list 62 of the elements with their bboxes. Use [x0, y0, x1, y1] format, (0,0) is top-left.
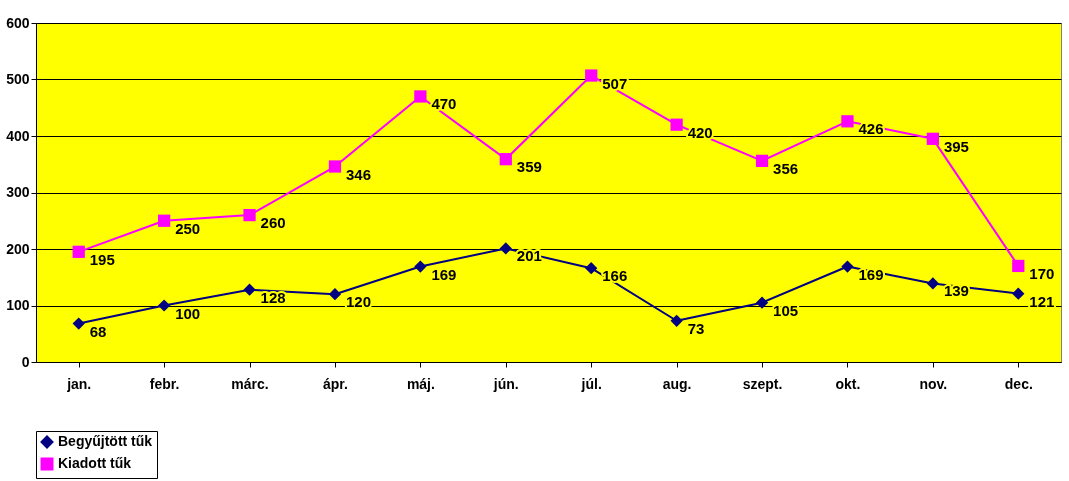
data-label: 195	[89, 250, 115, 268]
y-tick-label: 500	[6, 71, 30, 87]
point	[243, 208, 256, 222]
data-label: 395	[943, 137, 969, 155]
x-tick-label: szept.	[742, 375, 783, 392]
point	[499, 242, 512, 255]
x-tick-label: febr.	[149, 375, 180, 392]
x-tick-label: máj.	[406, 375, 435, 392]
point	[841, 260, 854, 273]
point	[243, 283, 256, 296]
point	[585, 262, 598, 275]
data-label: 68	[89, 322, 107, 340]
data-label: 170	[1029, 264, 1055, 282]
point	[1012, 259, 1025, 273]
data-label: 100	[175, 304, 201, 322]
x-tick-label: okt.	[835, 375, 861, 392]
point	[926, 277, 939, 290]
y-tick-label: 300	[6, 184, 30, 200]
data-label: 250	[175, 219, 201, 237]
x-tick-label: jan.	[66, 375, 92, 392]
point	[158, 214, 171, 227]
point	[926, 132, 939, 145]
point	[328, 288, 342, 301]
x-tick-label: aug.	[662, 375, 692, 392]
data-label: 166	[602, 267, 628, 285]
data-label: 169	[431, 265, 457, 283]
data-label: 139	[943, 282, 969, 300]
point	[1012, 287, 1025, 300]
data-label: 359	[516, 158, 542, 176]
y-tick-label: 200	[6, 240, 30, 257]
data-label: 73	[687, 319, 705, 337]
legend-label: Begyűjtött tűk	[58, 433, 153, 449]
x-tick-label: ápr.	[323, 375, 348, 392]
point	[755, 296, 769, 309]
y-tick-label: 0	[21, 353, 30, 370]
point	[670, 118, 683, 131]
point	[328, 160, 342, 173]
x-tick-label: márc.	[231, 375, 269, 392]
x-tick-label: júl.	[580, 375, 602, 392]
point	[841, 115, 854, 128]
y-tick-label: 100	[6, 297, 30, 313]
point	[158, 299, 171, 312]
point	[72, 245, 85, 258]
y-tick-label: 600	[6, 14, 30, 31]
data-label: 346	[345, 165, 371, 183]
point	[585, 69, 598, 82]
legend-label: Kiadott tűk	[58, 455, 132, 471]
point	[72, 317, 85, 330]
x-tick-label: dec.	[1004, 375, 1033, 392]
y-tick-label: 400	[6, 127, 30, 144]
point	[414, 260, 427, 273]
data-label: 105	[773, 301, 799, 319]
point	[414, 90, 427, 103]
data-label: 128	[260, 288, 286, 306]
point	[499, 153, 512, 166]
x-tick-label: nov.	[919, 375, 948, 392]
point	[755, 154, 769, 167]
x-tick-label: jún.	[492, 375, 519, 392]
data-label: 356	[773, 159, 799, 177]
point	[670, 314, 683, 327]
data-label: 470	[431, 95, 457, 113]
data-label: 260	[260, 214, 286, 232]
